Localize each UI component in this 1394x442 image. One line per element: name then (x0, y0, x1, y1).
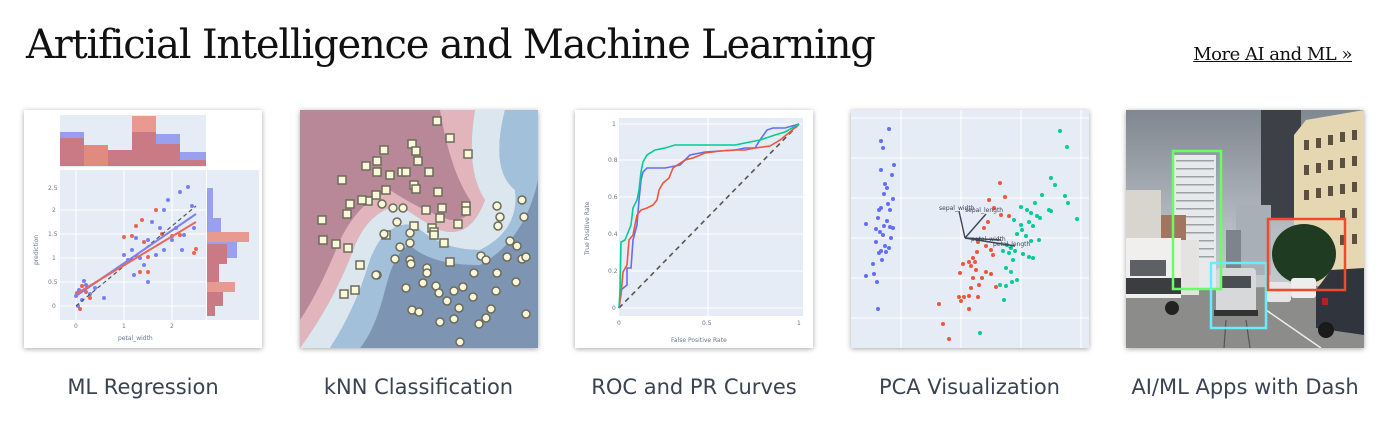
card-label[interactable]: kNN Classification (323, 375, 514, 399)
svg-text:sepal_width: sepal_width (939, 205, 975, 212)
svg-text:0.6: 0.6 (608, 194, 618, 201)
svg-text:1: 1 (122, 323, 126, 330)
card-roc-pr-curves[interactable]: 0 0.2 0.4 0.6 0.8 1 0 0.5 1 False Positi… (575, 110, 813, 403)
card-label[interactable]: ML Regression (67, 375, 219, 399)
card-pca-visualization[interactable]: sepal_width sepal_length petal_width pet… (850, 110, 1089, 403)
more-ai-ml-link[interactable]: More AI and ML » (1193, 44, 1352, 65)
svg-text:2.5: 2.5 (48, 185, 58, 192)
card-label[interactable]: PCA Visualization (878, 375, 1060, 399)
pca-thumbnail[interactable]: sepal_width sepal_length petal_width pet… (850, 110, 1089, 348)
svg-text:sepal_length: sepal_length (965, 207, 1003, 214)
card-grid: 0 0.5 1 1.5 2 2.5 0 1 2 petal_width pred… (24, 110, 1364, 403)
svg-text:0.5: 0.5 (702, 320, 712, 327)
regression-chart-image: 0 0.5 1 1.5 2 2.5 0 1 2 petal_width pred… (24, 110, 262, 348)
knn-chart-image (299, 110, 538, 348)
knn-classification-thumbnail[interactable] (299, 110, 538, 348)
svg-text:2: 2 (170, 323, 174, 330)
ml-regression-thumbnail[interactable]: 0 0.5 1 1.5 2 2.5 0 1 2 petal_width pred… (24, 110, 262, 348)
svg-text:True Positive Rate: True Positive Rate (584, 201, 591, 256)
svg-text:0: 0 (617, 320, 621, 327)
svg-text:petal_width: petal_width (118, 335, 153, 342)
svg-text:1: 1 (612, 121, 616, 128)
svg-text:0.4: 0.4 (608, 231, 618, 238)
svg-text:False Positive Rate: False Positive Rate (671, 337, 727, 344)
svg-text:0.2: 0.2 (608, 268, 618, 275)
svg-text:petal_width: petal_width (971, 236, 1006, 243)
svg-text:0.5: 0.5 (48, 279, 58, 286)
object-detection-photo-image (1126, 110, 1364, 348)
svg-text:1: 1 (797, 320, 801, 327)
section-title: Artificial Intelligence and Machine Lear… (26, 22, 876, 68)
card-knn-classification[interactable]: kNN Classification (299, 110, 538, 403)
svg-text:2: 2 (52, 207, 56, 214)
roc-pr-thumbnail[interactable]: 0 0.2 0.4 0.6 0.8 1 0 0.5 1 False Positi… (575, 110, 813, 348)
card-label[interactable]: ROC and PR Curves (591, 375, 797, 399)
svg-text:prediction: prediction (33, 235, 40, 265)
pca-chart-image: sepal_width sepal_length petal_width pet… (850, 110, 1089, 348)
ai-ml-apps-thumbnail[interactable] (1126, 110, 1364, 348)
card-label[interactable]: AI/ML Apps with Dash (1131, 375, 1359, 399)
svg-text:0: 0 (612, 305, 616, 312)
svg-text:1.5: 1.5 (48, 231, 58, 238)
svg-text:petal_length: petal_length (993, 241, 1031, 248)
svg-text:0.8: 0.8 (608, 157, 618, 164)
svg-text:0: 0 (74, 323, 78, 330)
roc-chart-image: 0 0.2 0.4 0.6 0.8 1 0 0.5 1 False Positi… (575, 110, 813, 348)
card-ml-regression[interactable]: 0 0.5 1 1.5 2 2.5 0 1 2 petal_width pred… (24, 110, 262, 403)
card-ai-ml-apps-dash[interactable]: AI/ML Apps with Dash (1126, 110, 1364, 403)
svg-text:0: 0 (52, 303, 56, 310)
svg-text:1: 1 (52, 255, 56, 262)
